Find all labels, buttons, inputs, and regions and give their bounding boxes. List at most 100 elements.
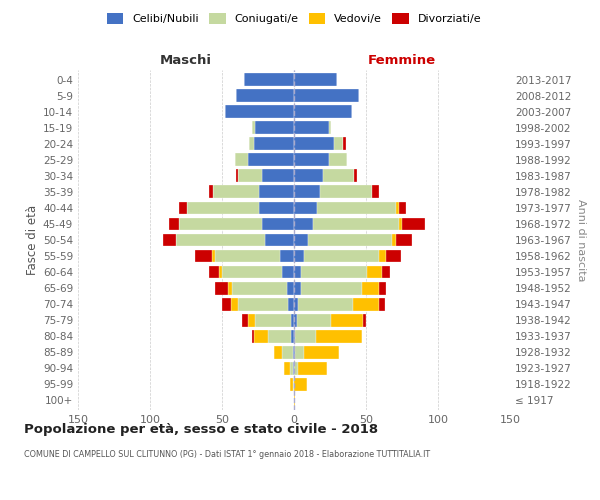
Y-axis label: Fasce di età: Fasce di età	[26, 205, 39, 275]
Bar	[294, 394, 295, 407]
Text: COMUNE DI CAMPELLO SUL CLITUNNO (PG) - Dati ISTAT 1° gennaio 2018 - Elaborazione: COMUNE DI CAMPELLO SUL CLITUNNO (PG) - D…	[24, 450, 430, 459]
Bar	[294, 170, 323, 182]
Bar	[294, 218, 313, 230]
Bar	[293, 362, 294, 374]
Bar	[329, 154, 347, 166]
Bar	[392, 234, 396, 246]
Y-axis label: Anni di nascita: Anni di nascita	[575, 198, 586, 281]
Bar	[399, 202, 406, 214]
Bar	[295, 346, 304, 358]
Bar	[248, 314, 255, 326]
Bar	[262, 170, 294, 182]
Bar	[301, 266, 367, 278]
Bar	[238, 298, 288, 310]
Bar	[294, 362, 298, 374]
Bar	[331, 314, 363, 326]
Bar	[236, 89, 294, 102]
Bar	[283, 346, 293, 358]
Bar	[252, 122, 255, 134]
Bar	[294, 330, 295, 342]
Bar	[294, 378, 307, 391]
Bar	[291, 314, 294, 326]
Bar	[248, 154, 294, 166]
Bar	[290, 378, 293, 391]
Bar	[323, 170, 355, 182]
Bar	[225, 106, 294, 118]
Bar	[250, 138, 254, 150]
Text: Femmine: Femmine	[368, 54, 436, 66]
Bar	[294, 346, 295, 358]
Bar	[219, 266, 222, 278]
Bar	[255, 122, 294, 134]
Bar	[268, 330, 291, 342]
Bar	[317, 202, 396, 214]
Bar	[294, 89, 359, 102]
Bar	[353, 298, 379, 310]
Bar	[334, 138, 343, 150]
Bar	[230, 298, 238, 310]
Bar	[290, 362, 293, 374]
Bar	[288, 298, 294, 310]
Legend: Celibi/Nubili, Coniugati/e, Vedovi/e, Divorziati/e: Celibi/Nubili, Coniugati/e, Vedovi/e, Di…	[104, 10, 484, 26]
Bar	[316, 330, 362, 342]
Bar	[304, 346, 338, 358]
Bar	[367, 266, 382, 278]
Bar	[187, 202, 259, 214]
Bar	[212, 250, 215, 262]
Bar	[254, 138, 294, 150]
Bar	[372, 186, 379, 198]
Bar	[379, 298, 385, 310]
Bar	[320, 186, 372, 198]
Bar	[179, 202, 187, 214]
Bar	[209, 186, 214, 198]
Bar	[236, 170, 238, 182]
Bar	[379, 250, 386, 262]
Bar	[242, 314, 248, 326]
Bar	[284, 362, 290, 374]
Bar	[294, 106, 352, 118]
Bar	[294, 122, 329, 134]
Bar	[215, 282, 228, 294]
Bar	[295, 330, 316, 342]
Bar	[298, 362, 327, 374]
Bar	[280, 250, 294, 262]
Bar	[235, 154, 248, 166]
Bar	[329, 122, 331, 134]
Bar	[308, 234, 392, 246]
Bar	[313, 218, 399, 230]
Bar	[262, 218, 294, 230]
Bar	[294, 154, 329, 166]
Bar	[222, 298, 230, 310]
Bar	[169, 218, 179, 230]
Bar	[294, 282, 301, 294]
Bar	[252, 330, 254, 342]
Bar	[294, 266, 301, 278]
Bar	[176, 234, 265, 246]
Bar	[232, 282, 287, 294]
Bar	[379, 282, 386, 294]
Text: Popolazione per età, sesso e stato civile - 2018: Popolazione per età, sesso e stato civil…	[24, 422, 378, 436]
Bar	[274, 346, 283, 358]
Bar	[396, 234, 412, 246]
Bar	[293, 346, 294, 358]
Bar	[355, 170, 358, 182]
Bar	[179, 218, 262, 230]
Bar	[259, 202, 294, 214]
Bar	[294, 250, 304, 262]
Bar	[283, 266, 294, 278]
Bar	[265, 234, 294, 246]
Bar	[294, 314, 297, 326]
Bar	[402, 218, 425, 230]
Bar	[297, 314, 331, 326]
Bar	[259, 186, 294, 198]
Bar	[294, 202, 317, 214]
Bar	[244, 73, 294, 86]
Bar	[255, 314, 291, 326]
Bar	[254, 330, 268, 342]
Bar	[214, 186, 259, 198]
Bar	[363, 314, 366, 326]
Bar	[396, 202, 399, 214]
Bar	[238, 170, 262, 182]
Bar	[228, 282, 232, 294]
Bar	[399, 218, 402, 230]
